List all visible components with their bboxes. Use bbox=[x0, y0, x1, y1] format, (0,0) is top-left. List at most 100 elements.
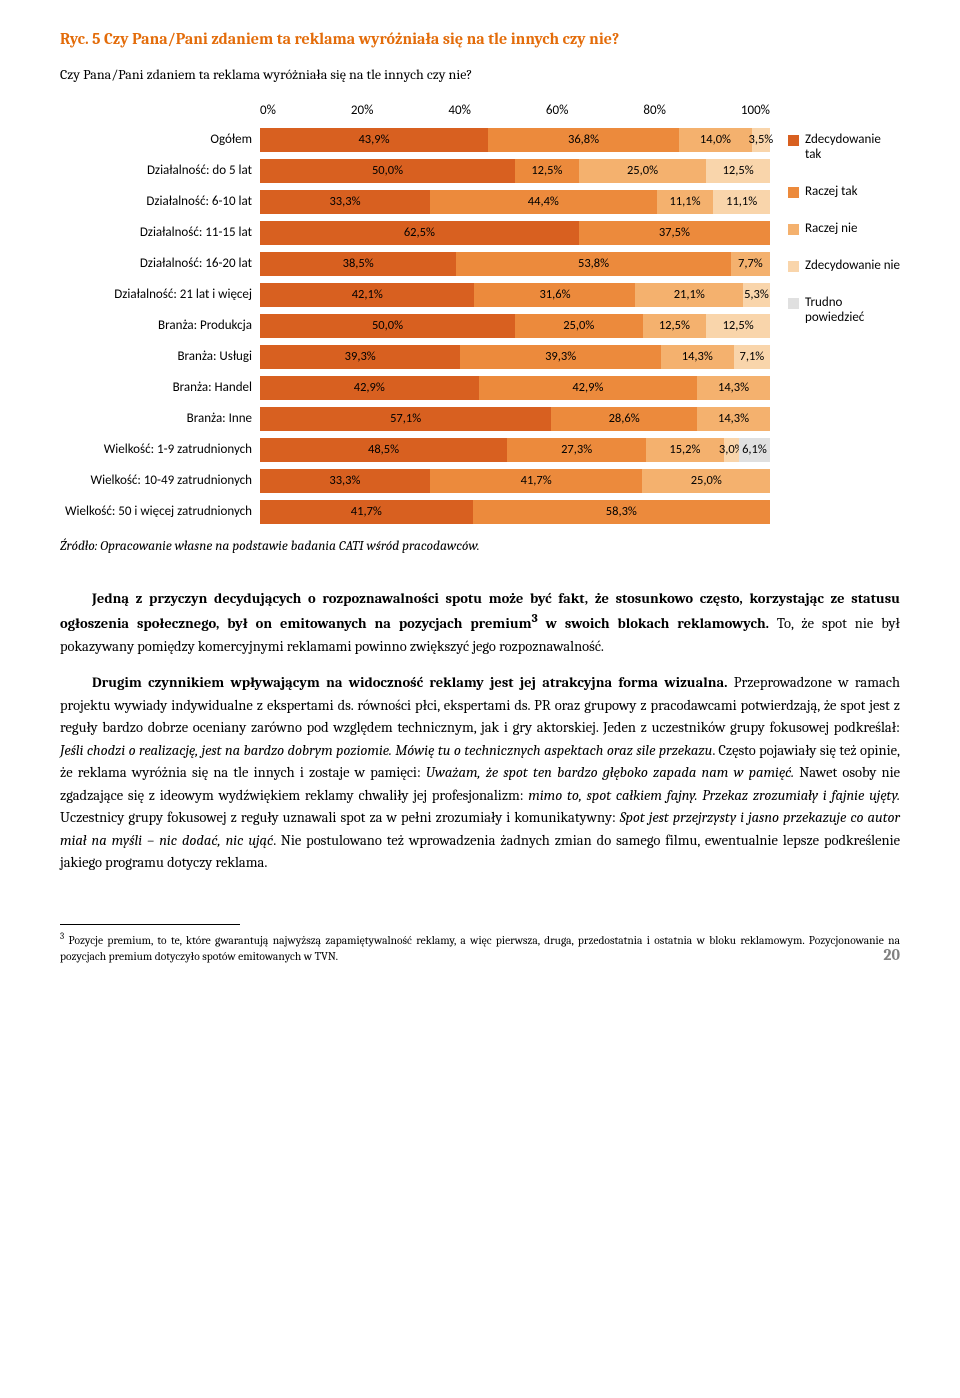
bar-track: 38,5%53,8%7,7% bbox=[260, 252, 770, 276]
bar-label: Wielkość: 50 i więcej zatrudnionych bbox=[60, 504, 260, 519]
bar-track: 33,3%44,4%11,1%11,1% bbox=[260, 190, 770, 214]
legend-label: Zdecydowanie tak bbox=[805, 133, 900, 163]
bar-row: Branża: Usługi39,3%39,3%14,3%7,1% bbox=[60, 341, 770, 372]
bar-segment: 43,9% bbox=[260, 128, 488, 152]
bar-segment: 38,5% bbox=[260, 252, 456, 276]
p2-c: Jeśli chodzi o realizację, jest na bardz… bbox=[60, 742, 712, 759]
bar-segment: 14,3% bbox=[661, 345, 734, 369]
legend-swatch bbox=[788, 187, 799, 198]
bar-track: 33,3%41,7%25,0% bbox=[260, 469, 770, 493]
legend-item: Zdecydowanie tak bbox=[788, 133, 900, 163]
x-tick: 60% bbox=[546, 103, 568, 118]
legend-item: Trudno powiedzieć bbox=[788, 296, 900, 326]
bar-row: Wielkość: 1-9 zatrudnionych48,5%27,3%15,… bbox=[60, 434, 770, 465]
bar-track: 42,9%42,9%14,3% bbox=[260, 376, 770, 400]
p2-bold: Drugim czynnikiem wpływającym na widoczn… bbox=[92, 674, 727, 691]
x-tick: 80% bbox=[643, 103, 665, 118]
footnote-rule bbox=[60, 924, 240, 925]
legend-item: Raczej tak bbox=[788, 185, 900, 200]
chart-source: Źródło: Opracowanie własne na podstawie … bbox=[60, 539, 900, 554]
bar-segment: 57,1% bbox=[260, 407, 551, 431]
bar-segment: 12,5% bbox=[706, 314, 770, 338]
bar-segment: 36,8% bbox=[488, 128, 679, 152]
legend-swatch bbox=[788, 224, 799, 235]
p2-g: mimo to, spot całkiem fajny. Przekaz zro… bbox=[528, 787, 900, 804]
bar-row: Ogółem43,9%36,8%14,0%3,5% bbox=[60, 124, 770, 155]
bar-segment: 6,1% bbox=[739, 438, 770, 462]
bar-track: 50,0%25,0%12,5%12,5% bbox=[260, 314, 770, 338]
x-tick: 40% bbox=[448, 103, 470, 118]
p2-h: Uczestnicy grupy fokusowej z reguły uzna… bbox=[60, 809, 620, 826]
legend-swatch bbox=[788, 135, 799, 146]
bar-segment: 42,1% bbox=[260, 283, 474, 307]
bar-segment: 25,0% bbox=[642, 469, 770, 493]
bar-segment: 11,1% bbox=[657, 190, 714, 214]
bar-segment: 7,1% bbox=[734, 345, 770, 369]
bar-row: Branża: Produkcja50,0%25,0%12,5%12,5% bbox=[60, 310, 770, 341]
bar-label: Branża: Inne bbox=[60, 411, 260, 426]
bar-segment: 12,5% bbox=[706, 159, 770, 183]
bar-segment: 14,0% bbox=[679, 128, 752, 152]
bar-segment: 7,7% bbox=[731, 252, 770, 276]
bar-segment: 28,6% bbox=[551, 407, 697, 431]
bar-track: 41,7%58,3% bbox=[260, 500, 770, 524]
bar-segment: 37,5% bbox=[579, 221, 770, 245]
legend-label: Raczej nie bbox=[805, 222, 857, 237]
legend-label: Trudno powiedzieć bbox=[805, 296, 900, 326]
bar-segment: 48,5% bbox=[260, 438, 507, 462]
bar-segment: 11,1% bbox=[713, 190, 770, 214]
bar-segment: 25,0% bbox=[515, 314, 643, 338]
bar-segment: 3,0% bbox=[724, 438, 739, 462]
bar-segment: 41,7% bbox=[430, 469, 643, 493]
legend-label: Zdecydowanie nie bbox=[805, 259, 900, 274]
bar-label: Działalność: 6-10 lat bbox=[60, 194, 260, 209]
bar-segment: 15,2% bbox=[646, 438, 723, 462]
bar-segment: 42,9% bbox=[479, 376, 698, 400]
bar-track: 57,1%28,6%14,3% bbox=[260, 407, 770, 431]
bar-label: Działalność: 11-15 lat bbox=[60, 225, 260, 240]
legend-item: Raczej nie bbox=[788, 222, 900, 237]
body-text: Jedną z przyczyn decydujących o rozpozna… bbox=[60, 588, 900, 874]
bar-label: Wielkość: 1-9 zatrudnionych bbox=[60, 442, 260, 457]
bar-segment: 33,3% bbox=[260, 190, 430, 214]
bar-track: 62,5%37,5% bbox=[260, 221, 770, 245]
bar-segment: 50,0% bbox=[260, 314, 515, 338]
bar-label: Działalność: 21 lat i więcej bbox=[60, 287, 260, 302]
bar-segment: 3,5% bbox=[752, 128, 770, 152]
legend-swatch bbox=[788, 298, 799, 309]
bar-label: Branża: Handel bbox=[60, 380, 260, 395]
stacked-bar-chart: 0%20%40%60%80%100% Ogółem43,9%36,8%14,0%… bbox=[60, 103, 900, 527]
bar-row: Działalność: 16-20 lat38,5%53,8%7,7% bbox=[60, 248, 770, 279]
bar-row: Działalność: 11-15 lat62,5%37,5% bbox=[60, 217, 770, 248]
bar-track: 50,0%12,5%25,0%12,5% bbox=[260, 159, 770, 183]
bar-row: Branża: Handel42,9%42,9%14,3% bbox=[60, 372, 770, 403]
bar-segment: 5,3% bbox=[743, 283, 770, 307]
bar-segment: 42,9% bbox=[260, 376, 479, 400]
bar-segment: 53,8% bbox=[456, 252, 730, 276]
p2-e: Uważam, że spot ten bardzo głęboko zapad… bbox=[426, 764, 794, 781]
bar-row: Działalność: 6-10 lat33,3%44,4%11,1%11,1… bbox=[60, 186, 770, 217]
bar-segment: 39,3% bbox=[260, 345, 460, 369]
bar-segment: 41,7% bbox=[260, 500, 473, 524]
bar-label: Branża: Produkcja bbox=[60, 318, 260, 333]
bar-track: 39,3%39,3%14,3%7,1% bbox=[260, 345, 770, 369]
x-tick: 0% bbox=[260, 103, 276, 118]
chart-legend: Zdecydowanie tak Raczej tak Raczej nie Zdec… bbox=[770, 103, 900, 527]
bar-row: Wielkość: 10-49 zatrudnionych33,3%41,7%2… bbox=[60, 465, 770, 496]
bar-track: 48,5%27,3%15,2%3,0%6,1% bbox=[260, 438, 770, 462]
bar-segment: 14,3% bbox=[697, 407, 770, 431]
bar-segment: 62,5% bbox=[260, 221, 579, 245]
bar-segment: 50,0% bbox=[260, 159, 515, 183]
bar-segment: 44,4% bbox=[430, 190, 657, 214]
bar-segment: 27,3% bbox=[507, 438, 646, 462]
bar-track: 43,9%36,8%14,0%3,5% bbox=[260, 128, 770, 152]
bar-label: Ogółem bbox=[60, 132, 260, 147]
legend-label: Raczej tak bbox=[805, 185, 857, 200]
bar-track: 42,1%31,6%21,1%5,3% bbox=[260, 283, 770, 307]
footnote: 3 Pozycje premium, to te, które gwarantu… bbox=[60, 931, 900, 964]
bar-segment: 21,1% bbox=[635, 283, 743, 307]
legend-swatch bbox=[788, 261, 799, 272]
figure-title: Ryc. 5 Czy Pana/Pani zdaniem ta reklama … bbox=[60, 30, 900, 48]
bar-row: Branża: Inne57,1%28,6%14,3% bbox=[60, 403, 770, 434]
legend-item: Zdecydowanie nie bbox=[788, 259, 900, 274]
